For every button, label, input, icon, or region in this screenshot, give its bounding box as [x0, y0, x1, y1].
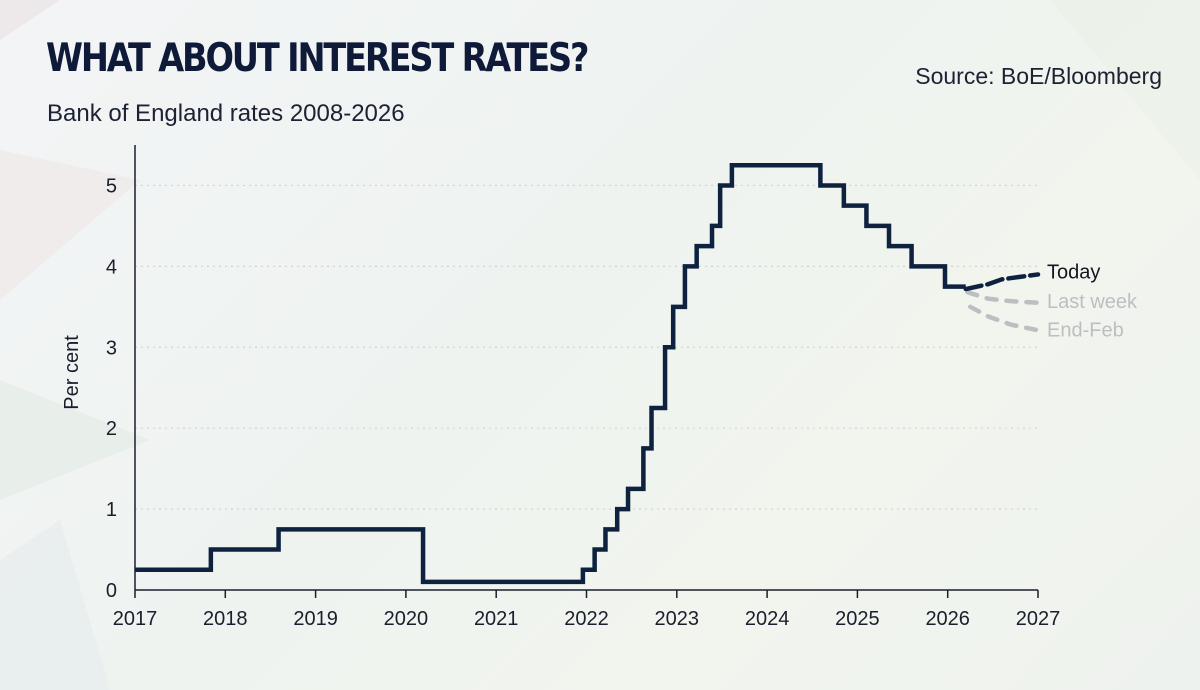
- series-line-last-week: [965, 290, 1041, 306]
- y-tick-label: 3: [106, 337, 117, 359]
- y-tick-label: 4: [106, 256, 117, 278]
- x-tick-label: 2020: [384, 608, 429, 630]
- x-tick-label: 2018: [203, 608, 248, 630]
- series-line-bank-rate: [135, 162, 966, 585]
- x-tick-label: 2019: [293, 608, 338, 630]
- source-note: Source: BoE/Bloomberg: [915, 63, 1162, 89]
- y-axis-label: Per cent: [61, 335, 83, 410]
- y-tick-label: 1: [106, 499, 117, 521]
- y-tick-label: 0: [106, 580, 117, 602]
- grid: [135, 184, 1038, 510]
- legend: Today Last week End-Feb: [1047, 261, 1138, 341]
- y-tick-label: 2: [106, 418, 117, 440]
- x-tick-label: 2025: [835, 608, 880, 630]
- x-axis-ticks: 2017 2018 2019 2020 2021 2022 2023 2024 2025 2026…: [113, 590, 1061, 630]
- legend-label-today: Today: [1047, 261, 1100, 283]
- series: [135, 162, 1041, 585]
- x-tick-label: 2023: [655, 608, 700, 630]
- x-tick-label: 2021: [474, 608, 519, 630]
- legend-label-end-feb: End-Feb: [1047, 319, 1124, 341]
- y-axis-ticks: 0 1 2 3 4 5: [106, 175, 117, 602]
- legend-label-last-week: Last week: [1047, 291, 1138, 313]
- x-tick-label: 2024: [745, 608, 790, 630]
- x-tick-label: 2017: [113, 608, 158, 630]
- chart-title: WHAT ABOUT INTEREST RATES?: [46, 36, 589, 81]
- y-tick-label: 5: [106, 175, 117, 197]
- chart-subtitle: Bank of England rates 2008-2026: [47, 100, 405, 127]
- x-tick-label: 2027: [1016, 608, 1061, 630]
- series-line-today: [963, 272, 1041, 292]
- axes: [134, 145, 1038, 591]
- series-line-end-feb: [968, 304, 1041, 333]
- x-tick-label: 2022: [564, 608, 609, 630]
- x-tick-label: 2026: [925, 608, 970, 630]
